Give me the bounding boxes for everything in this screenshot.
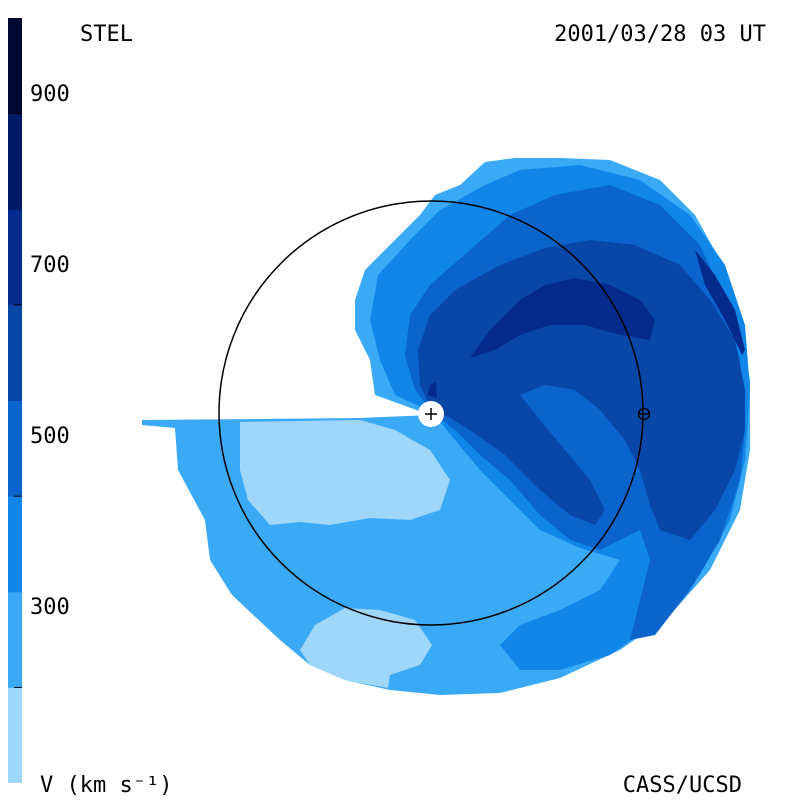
source-label: STEL xyxy=(80,22,133,47)
velocity-region-700-b xyxy=(695,250,745,355)
colorbar-band xyxy=(8,591,22,688)
colorbar-band xyxy=(8,496,22,593)
sun-plus-icon xyxy=(418,401,444,427)
velocity-region-600 xyxy=(418,240,745,540)
colorbar-band xyxy=(8,400,22,497)
velocity-region-200-a xyxy=(240,420,450,525)
velocity-region-200-b xyxy=(300,608,432,688)
colorbar-band xyxy=(8,18,22,115)
colorbar-tick-label: 700 xyxy=(30,253,70,278)
velocity-colorbar xyxy=(8,18,22,783)
datetime-label: 2001/03/28 03 UT xyxy=(554,22,766,47)
colorbar-tick-label: 500 xyxy=(30,424,70,449)
credit-label: CASS/UCSD xyxy=(622,773,742,798)
colorbar-band xyxy=(8,304,22,401)
colorbar-band xyxy=(8,687,22,783)
colorbar-tick-label: 900 xyxy=(30,82,70,107)
velocity-region-700-c xyxy=(428,382,437,398)
unit-label: V (km s⁻¹) xyxy=(40,773,173,798)
colorbar-band xyxy=(8,113,22,210)
colorbar-tick-label: 300 xyxy=(30,595,70,620)
earth-orbit-circle xyxy=(218,200,644,626)
colorbar-band xyxy=(8,209,22,306)
earth-circle-cross-icon xyxy=(637,407,651,421)
